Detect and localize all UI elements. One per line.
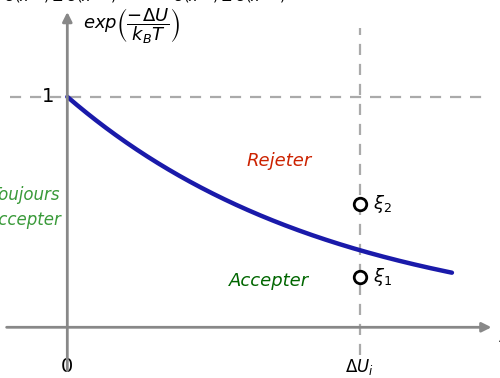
Text: 0: 0 xyxy=(61,357,74,376)
Text: $\Delta U_i$: $\Delta U_i$ xyxy=(346,357,374,377)
Text: $\xi_1$: $\xi_1$ xyxy=(373,266,392,288)
Text: $\xi_2$: $\xi_2$ xyxy=(373,193,392,215)
Text: $\Delta U$: $\Delta U$ xyxy=(498,327,500,345)
Text: 1: 1 xyxy=(42,87,54,106)
Text: Toujours
accepter: Toujours accepter xyxy=(0,186,62,229)
Text: Accepter: Accepter xyxy=(229,272,310,290)
Text: $U(x^{old}) \leq U(x^{new})$: $U(x^{old}) \leq U(x^{new})$ xyxy=(173,0,286,5)
Text: $exp\left(\dfrac{-\Delta U}{k_B T}\right)$: $exp\left(\dfrac{-\Delta U}{k_B T}\right… xyxy=(82,6,180,46)
Text: $U(x^{old}) \geq U(x^{new})$: $U(x^{old}) \geq U(x^{new})$ xyxy=(4,0,117,5)
Text: Rejeter: Rejeter xyxy=(246,152,312,170)
